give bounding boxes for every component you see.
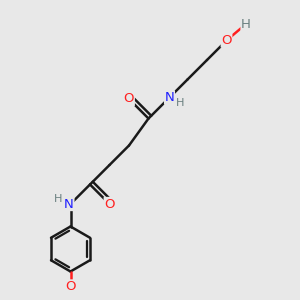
Text: O: O xyxy=(104,197,115,211)
Text: O: O xyxy=(65,280,76,293)
Text: O: O xyxy=(124,92,134,106)
Text: H: H xyxy=(241,17,251,31)
Text: N: N xyxy=(165,91,174,104)
Text: N: N xyxy=(64,197,74,211)
Text: O: O xyxy=(221,34,232,47)
Text: H: H xyxy=(176,98,185,108)
Text: H: H xyxy=(54,194,62,204)
